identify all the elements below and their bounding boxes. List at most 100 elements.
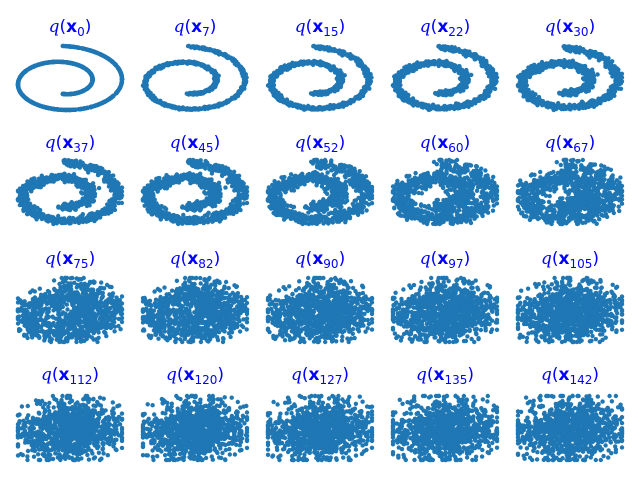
scatter-point (100, 100, 105, 105)
scatter-point (307, 105, 312, 110)
scatter-point (282, 65, 288, 71)
scatter-point (162, 101, 167, 106)
scatter-point (433, 90, 438, 96)
panel-q-x7: q(x7) (140, 17, 249, 113)
scatter-point (279, 93, 284, 98)
scatter-point (206, 105, 211, 110)
scatter-point (216, 102, 221, 107)
scatter-point (417, 62, 422, 67)
scatter-point (189, 60, 194, 66)
scatter-point (237, 90, 243, 96)
scatter-point (91, 49, 97, 54)
scatter-point (63, 107, 68, 113)
scatter-point (45, 60, 50, 65)
scatter-point (63, 60, 69, 65)
scatter-point (474, 97, 479, 103)
scatter-point (585, 76, 590, 82)
scatter-point (165, 103, 171, 109)
scatter-point (608, 60, 613, 66)
scatter-point (362, 85, 367, 90)
panel-title: q(x0) (49, 17, 92, 39)
scatter-point (526, 95, 531, 100)
scatter-point (578, 103, 583, 109)
scatter-point (366, 79, 371, 85)
scatter-point (440, 61, 445, 67)
scatter-point (442, 104, 447, 109)
scatter-point (361, 90, 367, 96)
scatter-point (156, 65, 162, 70)
scatter-point (337, 51, 342, 56)
scatter-point (270, 72, 276, 78)
scatter-point (79, 64, 84, 69)
scatter-point (464, 67, 469, 73)
scatter-point (490, 80, 495, 85)
scatter-point (458, 49, 464, 54)
scatter-point (394, 85, 399, 91)
scatter-point (315, 61, 320, 66)
scatter-point (86, 69, 92, 74)
scatter-point (275, 71, 280, 76)
scatter-point (234, 94, 239, 99)
scatter-point (596, 58, 602, 63)
scatter-point (567, 102, 572, 108)
panel-title: q(x7) (174, 17, 217, 39)
scatter-point (584, 70, 589, 75)
scatter-point (204, 46, 209, 52)
scatter-point (308, 91, 314, 96)
scatter-point (539, 64, 544, 69)
scatter-point (212, 68, 217, 74)
scatter-point (595, 99, 600, 105)
scatter-point (565, 62, 571, 67)
scatter-point (349, 98, 354, 103)
scatter-point (452, 47, 457, 53)
scatter-point (613, 66, 618, 71)
panel-title: q(x15) (295, 17, 345, 39)
scatter-point (203, 64, 209, 70)
scatter-point (164, 62, 170, 67)
scatter-point (173, 105, 178, 110)
scatter-point (453, 65, 458, 70)
scatter-point (181, 106, 186, 111)
scatter-point (358, 94, 363, 99)
scatter-point (454, 104, 459, 109)
scatter-point (73, 91, 79, 96)
scatter-point (573, 62, 578, 67)
scatter-point (578, 65, 583, 70)
scatter-point (406, 92, 411, 98)
scatter-point (117, 85, 123, 90)
scatter-point (191, 91, 196, 96)
scatter-point (269, 86, 274, 91)
scatter-point (555, 60, 560, 66)
scatter-point (447, 61, 452, 67)
scatter-point (321, 106, 327, 111)
scatter-point (475, 54, 480, 59)
scatter-point (195, 45, 200, 50)
scatter-point (362, 69, 367, 74)
scatter-point (609, 69, 615, 75)
scatter-point (338, 68, 343, 73)
scatter-point (600, 54, 605, 59)
scatter-point (224, 99, 230, 104)
scatter-point (401, 95, 407, 101)
scatter-point (117, 68, 123, 74)
scatter-point (400, 71, 405, 76)
scatter-point (269, 78, 274, 83)
scatter-point (486, 90, 492, 96)
scatter-point (210, 104, 215, 109)
scatter-point (322, 61, 327, 67)
scatter-point (328, 65, 333, 70)
scatter-point (599, 96, 604, 102)
scatter-point (447, 106, 452, 111)
scatter-point (491, 86, 496, 91)
scatter-point (344, 52, 350, 58)
scatter-point (328, 89, 333, 94)
panel-q-x15: q(x15) (265, 17, 374, 112)
scatter-point (35, 102, 41, 108)
scatter-point (522, 81, 527, 87)
scatter-point (425, 63, 430, 68)
scatter-point (90, 79, 95, 85)
scatter-point (441, 90, 446, 95)
scatter-point (395, 73, 400, 78)
panel-q-x30: q(x30) (515, 17, 625, 113)
